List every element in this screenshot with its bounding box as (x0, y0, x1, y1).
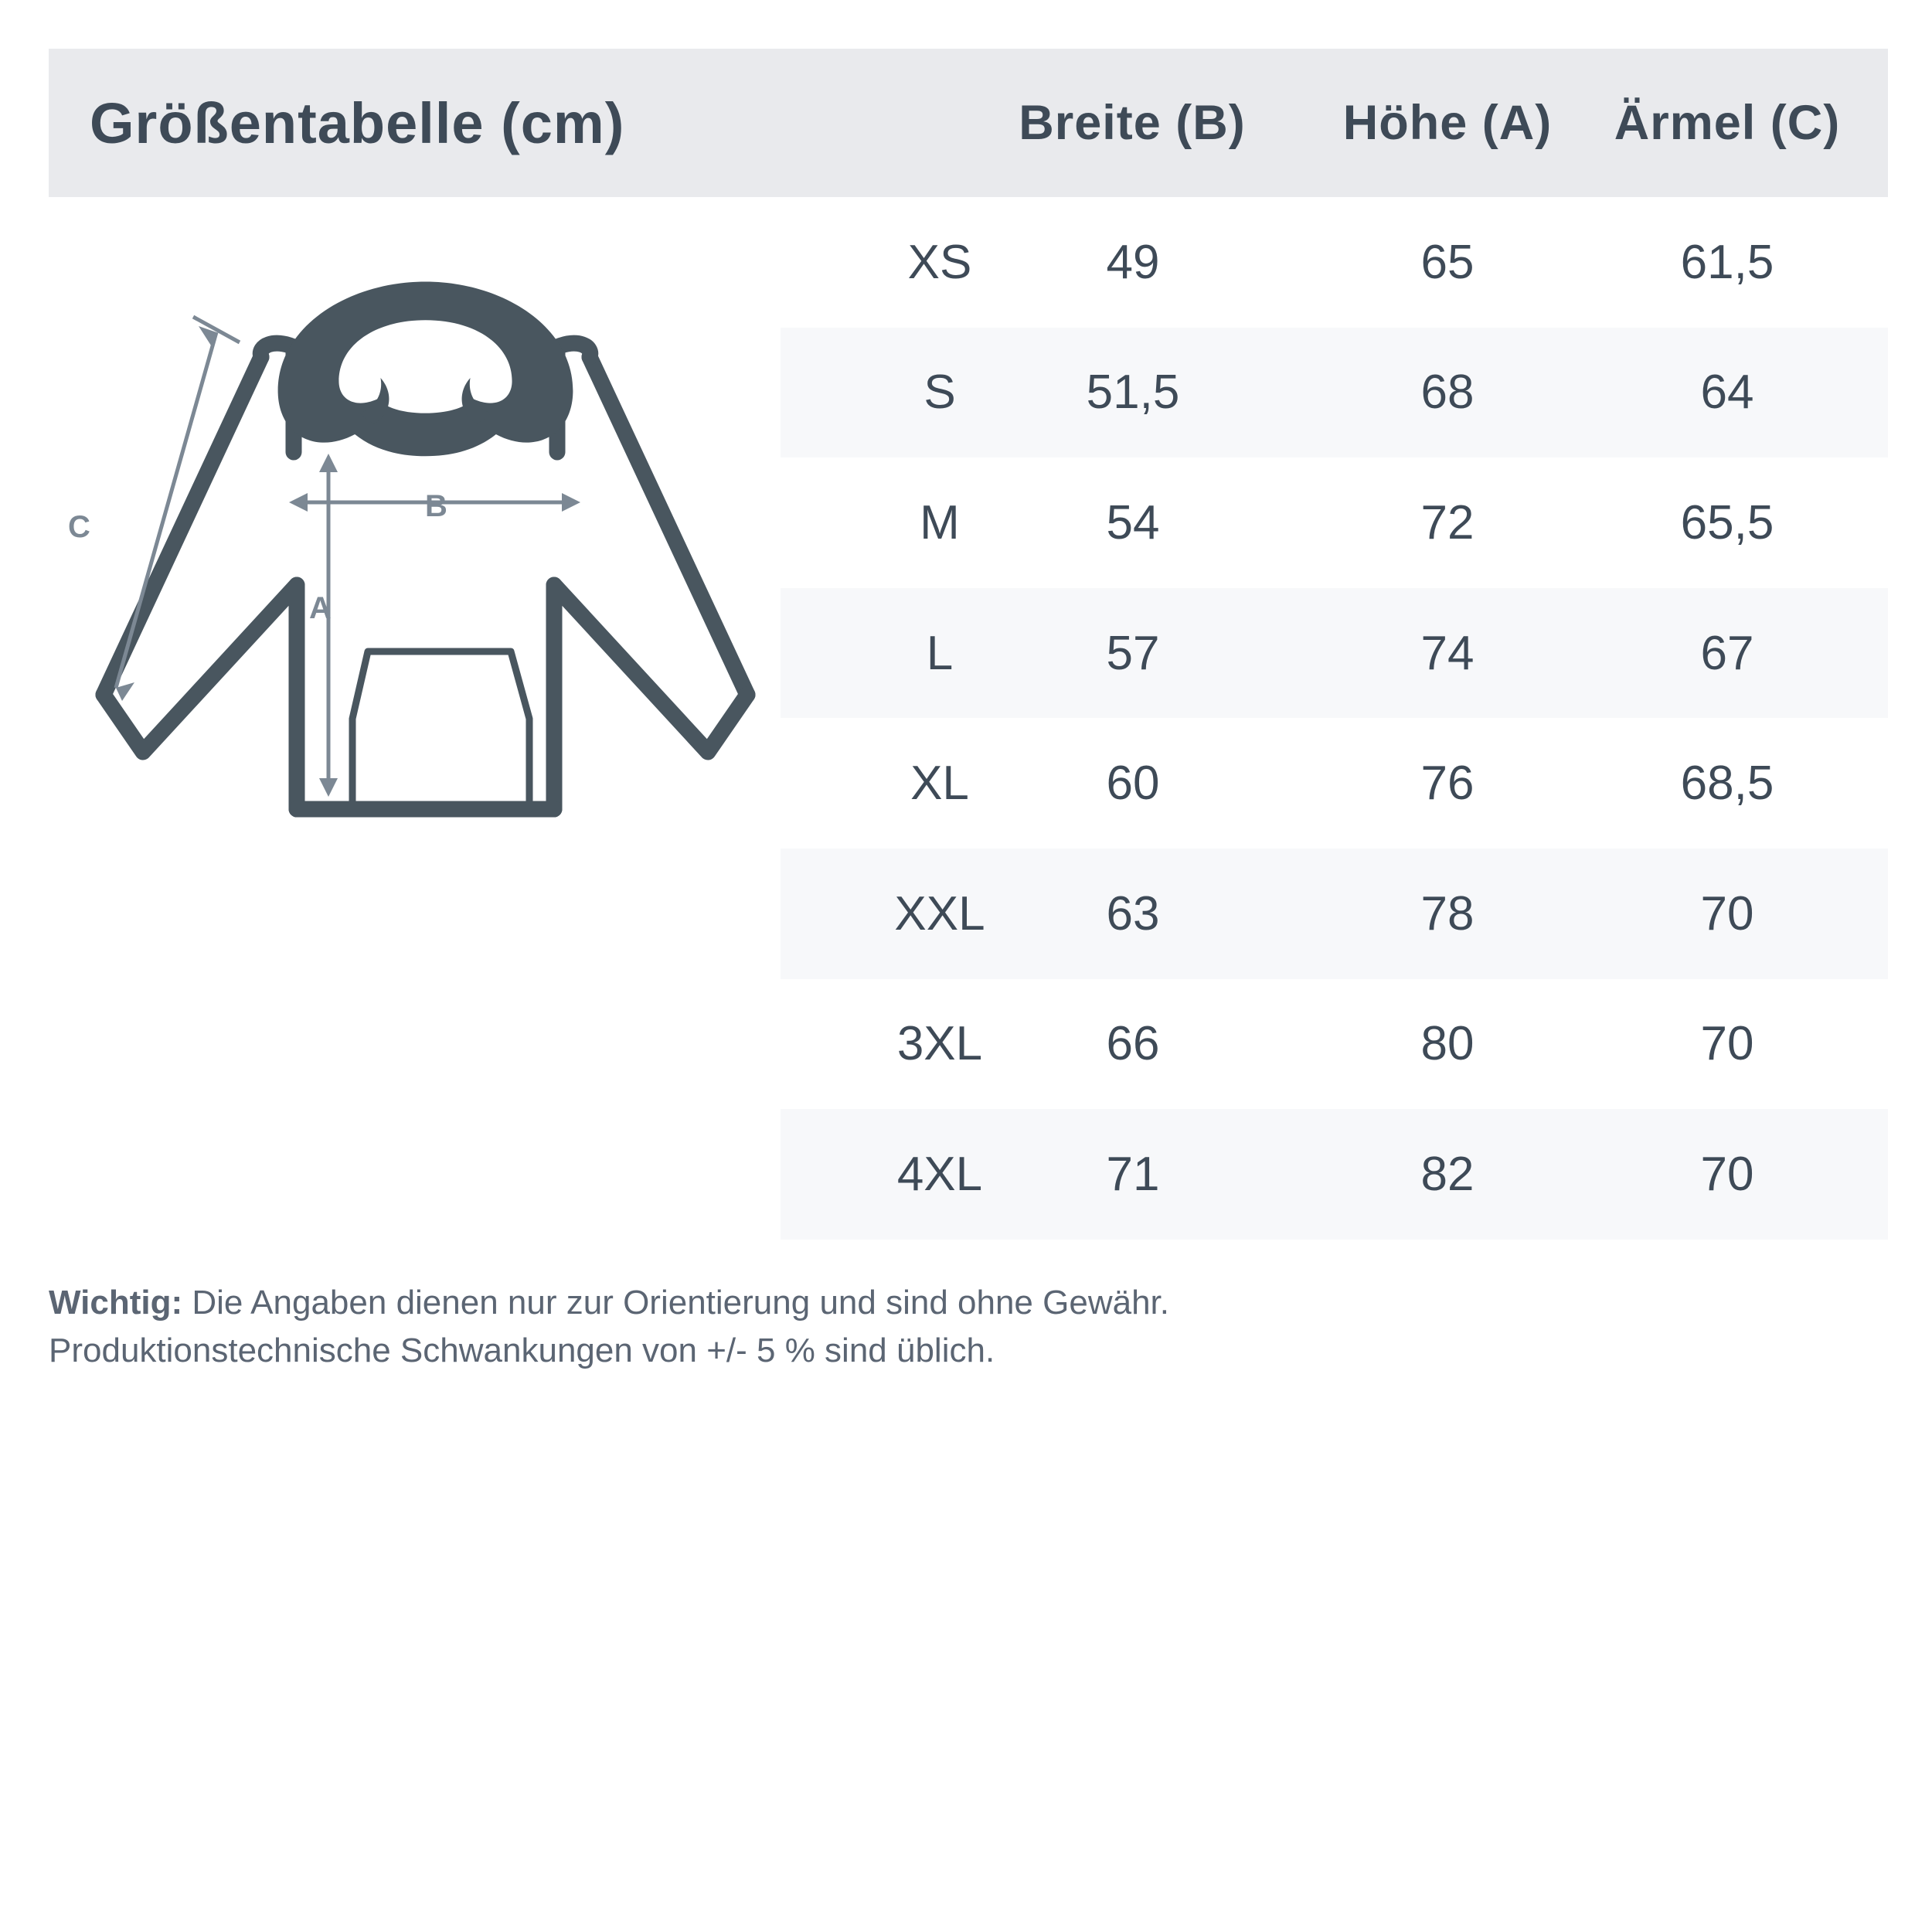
svg-text:C: C (68, 510, 90, 544)
svg-text:A: A (309, 591, 332, 625)
svg-text:B: B (425, 489, 447, 523)
